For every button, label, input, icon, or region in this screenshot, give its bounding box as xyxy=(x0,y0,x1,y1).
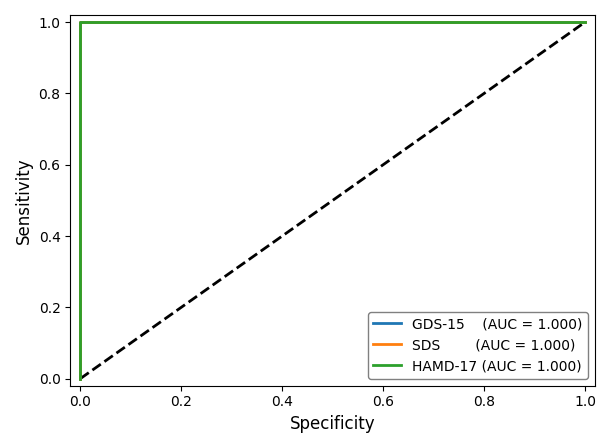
Y-axis label: Sensitivity: Sensitivity xyxy=(15,157,33,244)
Legend: GDS-15    (AUC = 1.000), SDS        (AUC = 1.000), HAMD-17 (AUC = 1.000): GDS-15 (AUC = 1.000), SDS (AUC = 1.000),… xyxy=(368,312,588,379)
X-axis label: Specificity: Specificity xyxy=(290,415,376,433)
